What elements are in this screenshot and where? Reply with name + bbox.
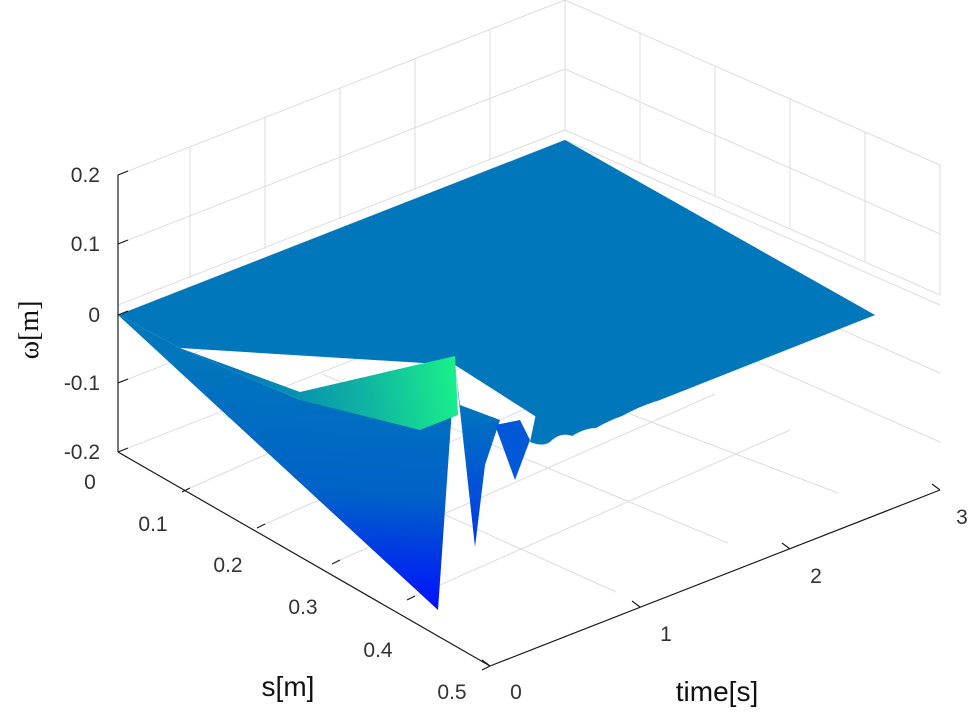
s-axis-label: s[m]	[262, 671, 315, 702]
time-tick-2: 2	[810, 565, 822, 588]
z-tick-4: -0.2	[64, 441, 100, 464]
time-axis-label: time[s]	[676, 676, 758, 707]
time-tick-3: 3	[956, 506, 968, 529]
s-tick-3: 0.3	[288, 596, 317, 619]
s-tick-4: 0.4	[363, 639, 393, 662]
surface-secondary-wedge	[455, 365, 500, 547]
s-tick-1: 0.1	[138, 513, 167, 536]
surface	[118, 140, 875, 610]
z-tick-2: 0	[88, 304, 100, 327]
tick-marks	[117, 170, 941, 671]
z-tick-3: -0.1	[64, 372, 100, 395]
z-axis-label: ω[m]	[14, 301, 45, 360]
z-tick-0: 0.2	[71, 164, 100, 187]
axis-frame	[117, 175, 941, 667]
s-tick-5: 0.5	[437, 681, 466, 704]
time-tick-1: 1	[660, 623, 672, 646]
z-tick-1: 0.1	[71, 233, 100, 256]
s-tick-0: 0	[84, 471, 96, 494]
time-tick-0: 0	[510, 681, 522, 704]
surface-green-fold	[180, 348, 458, 430]
surface-ripple-edge	[530, 300, 875, 445]
s-tick-2: 0.2	[213, 554, 242, 577]
surface-third-wedge	[495, 420, 530, 480]
